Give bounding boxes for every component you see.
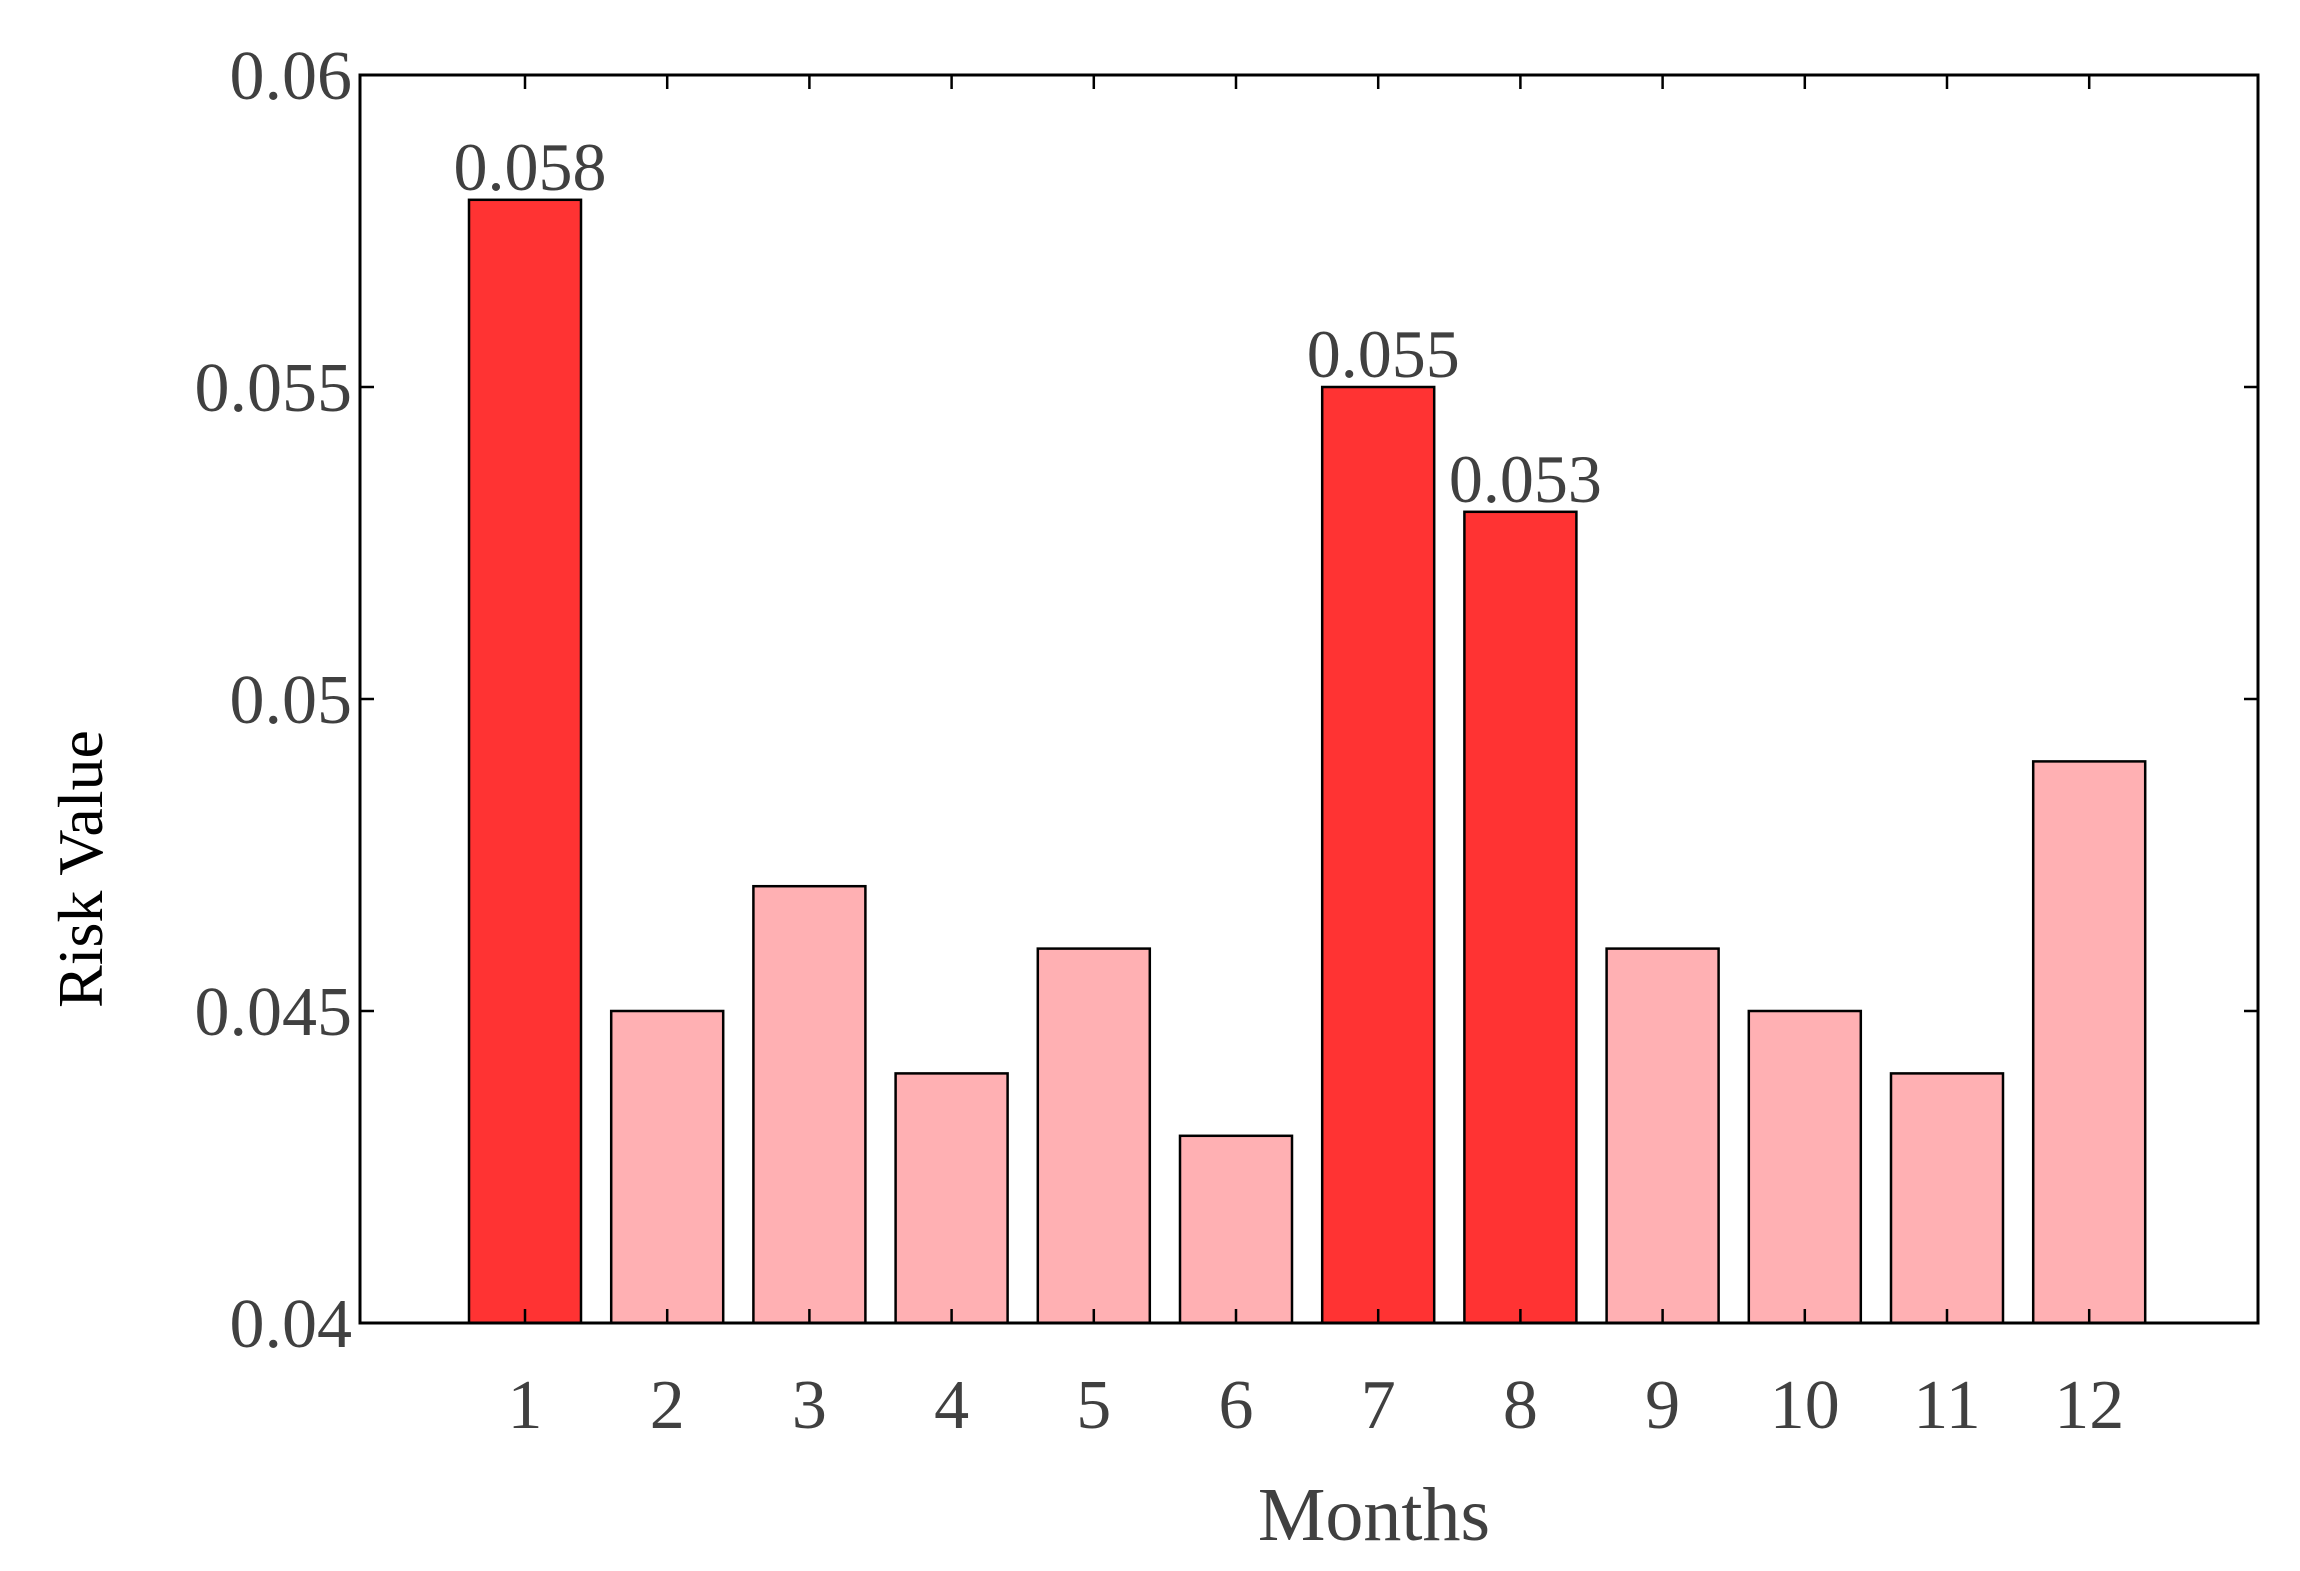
x-tick-label: 5 bbox=[1076, 1367, 1111, 1444]
bar-month-5 bbox=[1036, 947, 1152, 1325]
x-tick-label: 1 bbox=[508, 1367, 543, 1444]
x-axis-title: Months bbox=[1258, 1473, 1490, 1557]
x-tick-label: 6 bbox=[1219, 1367, 1254, 1444]
y-tick-label: 0.05 bbox=[230, 662, 353, 739]
y-axis-title: Risk Value bbox=[45, 730, 116, 1008]
plot-frame bbox=[358, 73, 2260, 1325]
y-tick-label: 0.06 bbox=[230, 38, 353, 115]
x-tick-label: 8 bbox=[1503, 1367, 1538, 1444]
bar-month-11 bbox=[1889, 1072, 2005, 1325]
x-tick-label: 3 bbox=[792, 1367, 827, 1444]
bar-month-12 bbox=[2031, 760, 2147, 1325]
x-tick-label: 12 bbox=[2054, 1367, 2124, 1444]
bars-layer bbox=[467, 198, 2147, 1325]
bar-month-7 bbox=[1320, 385, 1436, 1325]
bar-month-2 bbox=[609, 1009, 725, 1325]
labels-layer: 1 0.058 2 3 4 5 6 7 0.055 8 0.053 9 10 11 12 0.04 0.045 0… bbox=[195, 38, 2125, 1444]
x-tick-label: 10 bbox=[1770, 1367, 1840, 1444]
bar-month-6 bbox=[1178, 1134, 1294, 1325]
bar-month-3 bbox=[752, 884, 867, 1325]
y-tick-label: 0.045 bbox=[195, 974, 353, 1051]
bar-value-label: 0.055 bbox=[1307, 316, 1460, 392]
x-tick-label: 2 bbox=[650, 1367, 685, 1444]
x-tick-label: 9 bbox=[1645, 1367, 1680, 1444]
bar-month-10 bbox=[1747, 1009, 1863, 1325]
bar-month-8 bbox=[1463, 510, 1578, 1325]
bar-value-label: 0.053 bbox=[1449, 441, 1602, 517]
y-tick-label: 0.04 bbox=[230, 1286, 353, 1363]
bar-month-4 bbox=[894, 1072, 1009, 1325]
bar-month-9 bbox=[1605, 947, 1720, 1325]
x-tick-label: 4 bbox=[934, 1367, 969, 1444]
x-tick-label: 11 bbox=[1913, 1367, 1980, 1444]
bar-month-1 bbox=[467, 198, 583, 1325]
y-tick-label: 0.055 bbox=[195, 350, 353, 427]
bar-value-label: 0.058 bbox=[454, 129, 607, 205]
x-tick-label: 7 bbox=[1361, 1367, 1396, 1444]
